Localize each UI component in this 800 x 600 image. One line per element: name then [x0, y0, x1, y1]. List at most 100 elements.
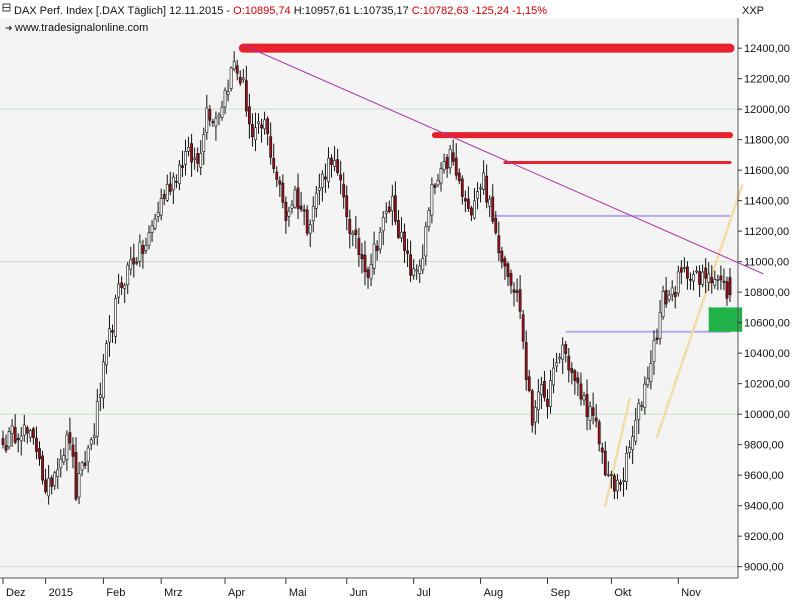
candle: [387, 200, 391, 214]
candle: [80, 460, 84, 477]
y-tick-label-12400: 12400,00: [744, 43, 790, 55]
candle: [533, 400, 537, 435]
candle-body: [676, 271, 680, 294]
candle: [22, 414, 26, 442]
candle-body: [512, 289, 516, 293]
candle: [269, 122, 273, 165]
candle-body: [251, 124, 254, 138]
candle: [494, 211, 498, 235]
candle-body: [530, 390, 534, 426]
candle: [193, 147, 197, 170]
candle: [658, 299, 662, 345]
candle: [728, 268, 732, 303]
candle-body: [232, 61, 236, 70]
candle: [50, 475, 54, 495]
candle-body: [162, 194, 166, 199]
candle-body: [527, 376, 531, 392]
candle-body: [311, 206, 315, 222]
candle: [77, 462, 81, 505]
candle-body: [369, 264, 373, 280]
y-tick-label-11600: 11600,00: [744, 165, 789, 177]
candle: [89, 437, 93, 451]
annotations-front: [238, 43, 764, 275]
candle-body: [95, 401, 99, 437]
candle-body: [317, 187, 321, 191]
candle-body: [74, 452, 78, 500]
candle-body: [540, 384, 543, 395]
candle-body: [257, 121, 260, 124]
candle: [619, 479, 622, 492]
candle: [138, 234, 142, 267]
candle: [579, 372, 583, 406]
candle: [631, 425, 635, 465]
candle: [573, 368, 577, 395]
candle-body: [722, 280, 726, 283]
candle: [430, 177, 434, 224]
candle-body: [226, 91, 230, 95]
candle-body: [631, 436, 635, 450]
candle-body: [372, 243, 376, 269]
candle: [238, 70, 242, 86]
candle-body: [603, 450, 607, 476]
candle-body: [336, 159, 340, 174]
candle-body: [625, 453, 628, 483]
candle-body: [533, 407, 537, 423]
candle-body: [558, 357, 562, 360]
candle-body: [263, 119, 266, 130]
candle: [597, 419, 601, 452]
candle-body: [655, 337, 659, 340]
candle: [214, 111, 218, 141]
candle: [293, 185, 297, 209]
candle: [646, 366, 650, 388]
candle: [92, 423, 96, 445]
candle-body: [53, 472, 57, 486]
candle-body: [202, 134, 206, 152]
candle-body: [141, 245, 145, 254]
candle-body: [397, 220, 400, 238]
candle-body: [80, 462, 84, 471]
candle: [369, 253, 373, 287]
x-tick-label-2015: 2015: [49, 587, 73, 599]
candle: [111, 324, 114, 343]
candle: [515, 278, 519, 303]
candle-body: [89, 439, 93, 445]
y-axis: 12400,00 12200,00 12000,00 11800,00 11600,00…: [738, 43, 790, 574]
candle-body: [56, 469, 60, 477]
candle: [582, 391, 586, 406]
candle-body: [244, 80, 248, 112]
candle: [479, 183, 482, 203]
candle: [692, 270, 695, 291]
candle-body: [32, 428, 35, 438]
x-axis-panel: [0, 578, 738, 600]
candle-body: [165, 184, 169, 201]
candle-body: [22, 424, 26, 436]
candle-body: [19, 435, 23, 442]
candle: [290, 200, 294, 214]
candle-body: [679, 267, 683, 273]
candle: [129, 246, 133, 276]
y-tick-label-9000: 9000,00: [744, 562, 784, 574]
candle: [296, 173, 300, 220]
candle: [527, 369, 531, 393]
candle-body: [147, 232, 151, 246]
plot-area: [0, 18, 738, 578]
candle: [606, 461, 610, 478]
candle-body: [409, 254, 413, 276]
candle: [47, 464, 51, 505]
candle: [564, 341, 568, 363]
candle: [454, 143, 458, 180]
candle: [251, 113, 254, 147]
candle: [95, 389, 99, 446]
candle: [381, 211, 385, 246]
candle: [725, 276, 729, 306]
candle-body: [302, 209, 306, 212]
candle-body: [28, 430, 32, 438]
candle: [220, 100, 224, 121]
candle-body: [476, 191, 479, 199]
candle: [147, 225, 151, 250]
y-tick-label-10000: 10000,00: [744, 409, 790, 421]
candle: [491, 184, 495, 224]
candle-body: [692, 274, 695, 282]
candle-body: [427, 210, 431, 228]
candle: [41, 450, 44, 485]
